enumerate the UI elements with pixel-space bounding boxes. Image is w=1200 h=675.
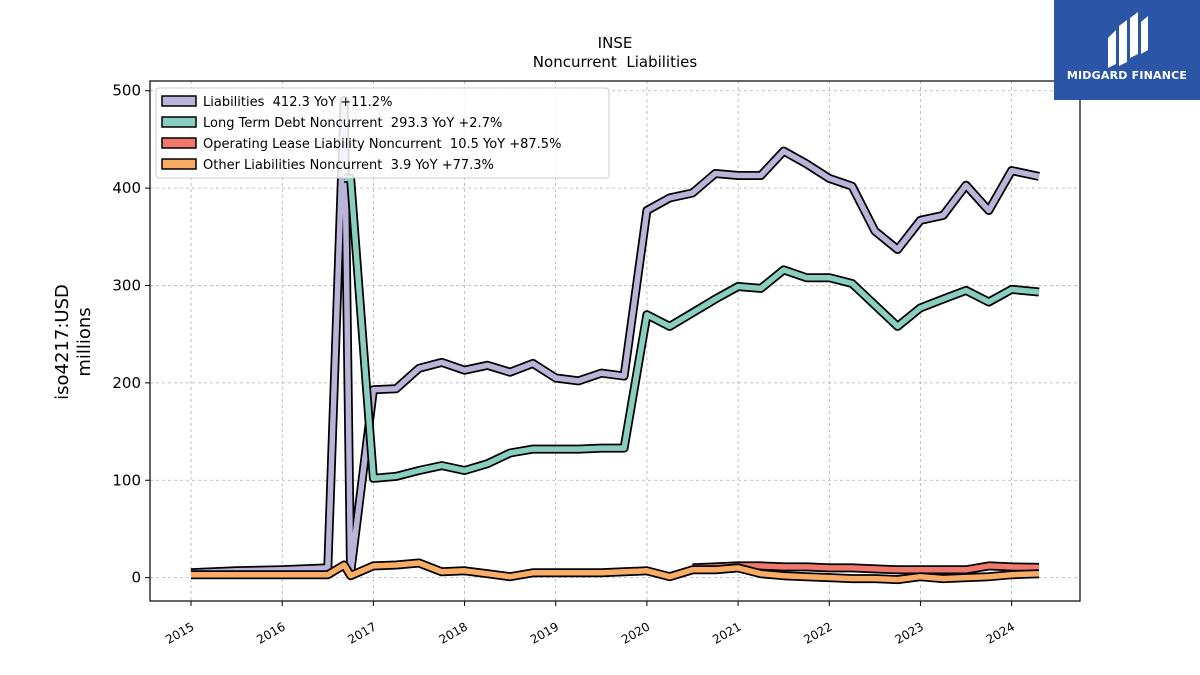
x-tick-label: 2015 <box>163 619 196 646</box>
legend-label: Long Term Debt Noncurrent 293.3 YoY +2.7… <box>203 116 502 131</box>
y-tick-label: 500 <box>112 82 141 100</box>
y-tick-label: 0 <box>131 569 141 587</box>
y-tick-label: 300 <box>112 276 141 294</box>
y-tick-label: 100 <box>112 471 141 489</box>
legend-swatch <box>161 95 197 107</box>
x-tick-label: 2021 <box>710 619 743 646</box>
chart-subtitle: Noncurrent Liabilities <box>533 53 698 71</box>
x-tick-label: 2019 <box>528 619 561 646</box>
y-axis-label-line1: iso4217:USD <box>52 284 73 400</box>
legend-label: Operating Lease Liability Noncurrent 10.… <box>203 137 561 152</box>
x-tick-label: 2016 <box>254 619 287 646</box>
series-layer <box>190 96 1040 585</box>
x-tick-label: 2022 <box>801 619 834 646</box>
y-axis-label-line2: millions <box>74 307 95 376</box>
brand-logo: MIDGARD FINANCE <box>1054 0 1200 100</box>
legend-label: Other Liabilities Noncurrent 3.9 YoY +77… <box>203 158 494 173</box>
brand-name: MIDGARD FINANCE <box>1066 69 1188 82</box>
series-line-2 <box>692 563 1040 573</box>
legend-swatch <box>161 158 197 170</box>
y-tick-label: 400 <box>112 179 141 197</box>
x-tick-label: 2024 <box>984 619 1017 646</box>
x-tick-label: 2017 <box>345 619 378 646</box>
legend-label: Liabilities 412.3 YoY +11.2% <box>203 95 392 110</box>
chart-title: INSE <box>598 34 633 52</box>
plot-frame <box>149 80 1081 602</box>
legend-swatch <box>161 137 197 149</box>
y-tick-label: 200 <box>112 374 141 392</box>
legend-swatch <box>161 116 197 128</box>
series-outline-1 <box>344 173 1040 483</box>
series-line-3 <box>191 560 1040 583</box>
legend: Liabilities 412.3 YoY +11.2% Long Term De… <box>155 87 610 179</box>
x-tick-label: 2023 <box>892 619 925 646</box>
legend-box <box>155 87 610 179</box>
brand-mark-icon <box>1108 12 1148 68</box>
series-line-1 <box>344 175 1040 482</box>
x-tick-label: 2018 <box>437 619 470 646</box>
x-tick-label: 2020 <box>619 619 652 646</box>
